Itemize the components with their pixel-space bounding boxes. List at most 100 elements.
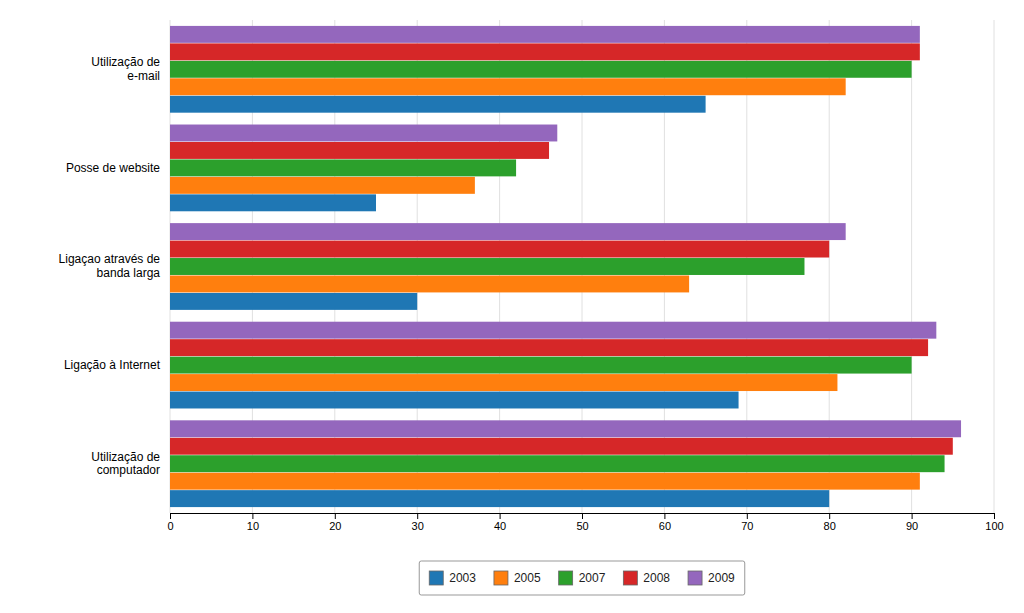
x-tick-mark (994, 513, 995, 519)
bar (170, 420, 961, 437)
plot: 0102030405060708090100Utilização dee-mai… (59, 20, 1004, 532)
x-tick-label: 40 (494, 520, 506, 532)
y-tick-label: Utilização decomputador (91, 450, 160, 478)
bar (170, 159, 516, 176)
bar-series (170, 61, 945, 472)
y-tick-label-line: e-mail (127, 69, 160, 83)
x-tick-label: 0 (167, 520, 173, 532)
bar (170, 339, 928, 356)
y-tick: Posse de website (66, 161, 160, 175)
x-tick-mark (500, 513, 501, 519)
bar (170, 473, 920, 490)
x-tick: 70 (741, 513, 753, 532)
bar (170, 78, 846, 95)
legend-swatch (559, 571, 573, 585)
y-tick-label-line: Utilização de (91, 450, 160, 464)
legend-label: 2009 (708, 571, 735, 585)
y-tick-label: Ligação à Internet (64, 358, 161, 372)
legend-label: 2008 (643, 571, 670, 585)
bar (170, 177, 475, 194)
x-tick-mark (582, 513, 583, 519)
chart-container: 0102030405060708090100Utilização dee-mai… (0, 0, 1024, 613)
legend-frame (419, 561, 745, 595)
bar-series (170, 26, 961, 437)
bar (170, 125, 557, 142)
x-tick-mark (664, 513, 665, 519)
legend-swatch (623, 571, 637, 585)
x-tick: 40 (494, 513, 506, 532)
bar (170, 275, 689, 292)
x-tick-label: 70 (741, 520, 753, 532)
legend-label: 2005 (514, 571, 541, 585)
bar (170, 392, 739, 409)
x-tick: 60 (659, 513, 671, 532)
x-tick: 20 (329, 513, 341, 532)
bar-series (170, 43, 953, 454)
x-tick-label: 20 (329, 520, 341, 532)
y-tick-label-line: Posse de website (66, 161, 160, 175)
y-tick-label: Ligaçao através debanda larga (59, 252, 161, 280)
legend-swatch (494, 571, 508, 585)
x-tick-mark (252, 513, 253, 519)
x-tick: 30 (412, 513, 424, 532)
bar (170, 438, 953, 455)
x-tick-label: 60 (659, 520, 671, 532)
y-tick: Ligação à Internet (64, 358, 161, 372)
legend-items: 2003 2005 2007 2008 2009 (429, 571, 735, 585)
x-axis: 0 10 20 30 40 50 60 70 80 90 100 (167, 513, 1003, 532)
x-axis-line (171, 514, 995, 520)
y-axis: Utilização dee-mailPosse de websiteLigaç… (59, 55, 161, 477)
bar (170, 357, 912, 374)
bar (170, 223, 846, 240)
y-tick-label-line: Utilização de (91, 55, 160, 69)
bars (170, 26, 961, 507)
bar (170, 258, 804, 275)
x-tick: 80 (824, 513, 836, 532)
legend-item: 2007 (559, 571, 606, 585)
legend-item: 2003 (429, 571, 476, 585)
legend-item: 2005 (494, 571, 541, 585)
x-tick: 50 (576, 513, 588, 532)
y-tick-label: Posse de website (66, 161, 160, 175)
x-tick-label: 50 (576, 520, 588, 532)
x-tick-label: 30 (412, 520, 424, 532)
x-tick: 100 (985, 513, 1003, 532)
bar (170, 455, 945, 472)
x-tick: 90 (906, 513, 918, 532)
x-tick-mark (417, 513, 418, 519)
legend-label: 2007 (579, 571, 606, 585)
bar (170, 374, 837, 391)
legend-item: 2009 (688, 571, 735, 585)
x-tick-mark (170, 513, 171, 519)
x-tick-mark (747, 513, 748, 519)
x-tick-mark (335, 513, 336, 519)
y-tick-label-line: Ligação à Internet (64, 358, 161, 372)
legend: 2003 2005 2007 2008 2009 (419, 561, 745, 595)
y-tick-label: Utilização dee-mail (91, 55, 160, 83)
x-tick: 0 (167, 513, 173, 532)
y-tick: Utilização dee-mail (91, 55, 160, 83)
legend-label: 2003 (449, 571, 476, 585)
y-tick: Utilização decomputador (91, 450, 160, 478)
grid (170, 20, 994, 513)
bar (170, 96, 706, 113)
x-tick-label: 10 (247, 520, 259, 532)
bar (170, 293, 417, 310)
bar (170, 241, 829, 258)
x-tick: 10 (247, 513, 259, 532)
y-tick: Ligaçao através debanda larga (59, 252, 161, 280)
bar (170, 490, 829, 507)
legend-swatch (429, 571, 443, 585)
grid-line (994, 20, 995, 513)
y-tick-label-line: Ligaçao através de (59, 252, 161, 266)
x-tick-label: 100 (985, 520, 1003, 532)
x-tick-mark (912, 513, 913, 519)
x-tick-label: 80 (824, 520, 836, 532)
bar (170, 61, 912, 78)
y-tick-label-line: banda larga (97, 266, 161, 280)
x-tick-mark (829, 513, 830, 519)
chart-svg: 0102030405060708090100Utilização dee-mai… (0, 0, 1024, 613)
bar (170, 194, 376, 211)
bar (170, 322, 936, 339)
legend-swatch (688, 571, 702, 585)
